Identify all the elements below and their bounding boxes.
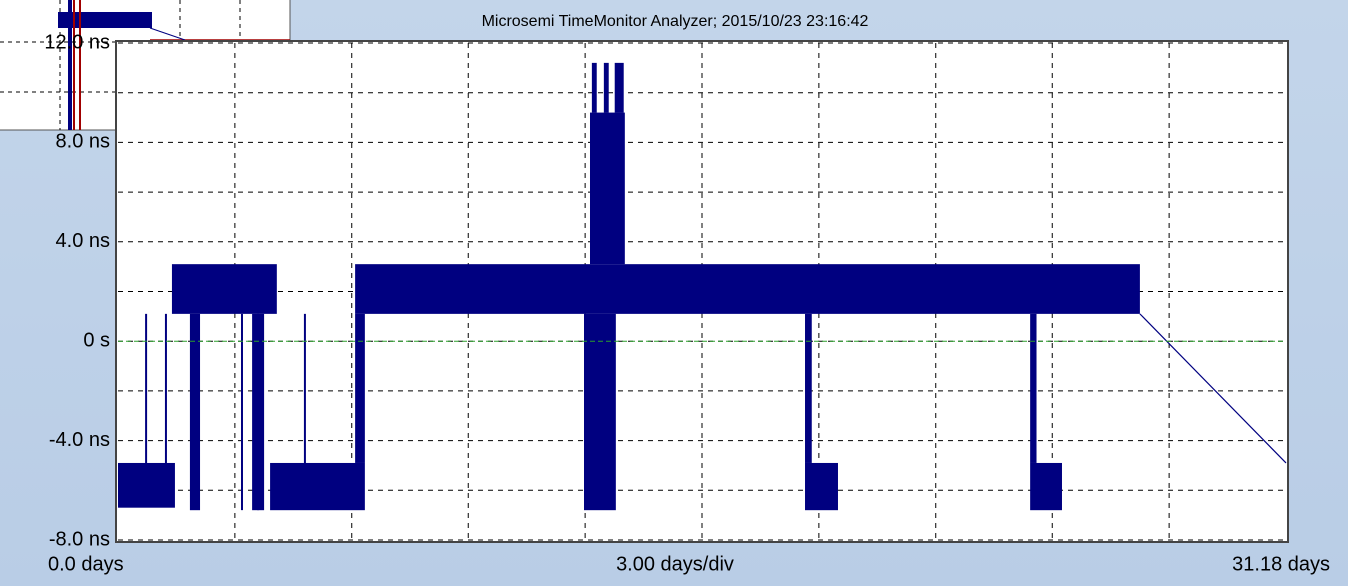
signal-band xyxy=(589,112,625,265)
signal-band xyxy=(355,264,1140,314)
signal-band xyxy=(614,62,624,113)
y-tick-label: 12.0 ns xyxy=(44,31,110,53)
signal-band xyxy=(591,62,597,113)
signal-band xyxy=(1030,313,1037,463)
signal-band xyxy=(584,313,616,511)
inset-line xyxy=(149,27,186,41)
y-tick-label: -8.0 ns xyxy=(49,528,110,550)
signal-band xyxy=(189,313,201,511)
signal-band xyxy=(1030,462,1062,511)
y-tick-label: 0 s xyxy=(83,329,110,351)
x-tick-label: 31.18 days xyxy=(1232,553,1330,575)
inset-band xyxy=(68,0,72,130)
signal-band xyxy=(171,264,277,314)
signal-band xyxy=(805,313,812,463)
signal-band xyxy=(805,462,838,511)
y-tick-label: 8.0 ns xyxy=(56,131,110,153)
y-tick-label: -4.0 ns xyxy=(49,429,110,451)
signal-band xyxy=(118,462,175,508)
signal-band xyxy=(355,313,365,463)
signal-line xyxy=(1139,313,1287,464)
x-tick-label: 0.0 days xyxy=(48,553,124,575)
x-axis-label: 3.00 days/div xyxy=(616,553,734,575)
chart-title: Microsemi TimeMonitor Analyzer; 2015/10/… xyxy=(482,13,869,30)
y-tick-label: 4.0 ns xyxy=(56,230,110,252)
signal-band xyxy=(270,462,365,511)
signal-band xyxy=(603,62,609,113)
inset-band xyxy=(58,12,152,28)
